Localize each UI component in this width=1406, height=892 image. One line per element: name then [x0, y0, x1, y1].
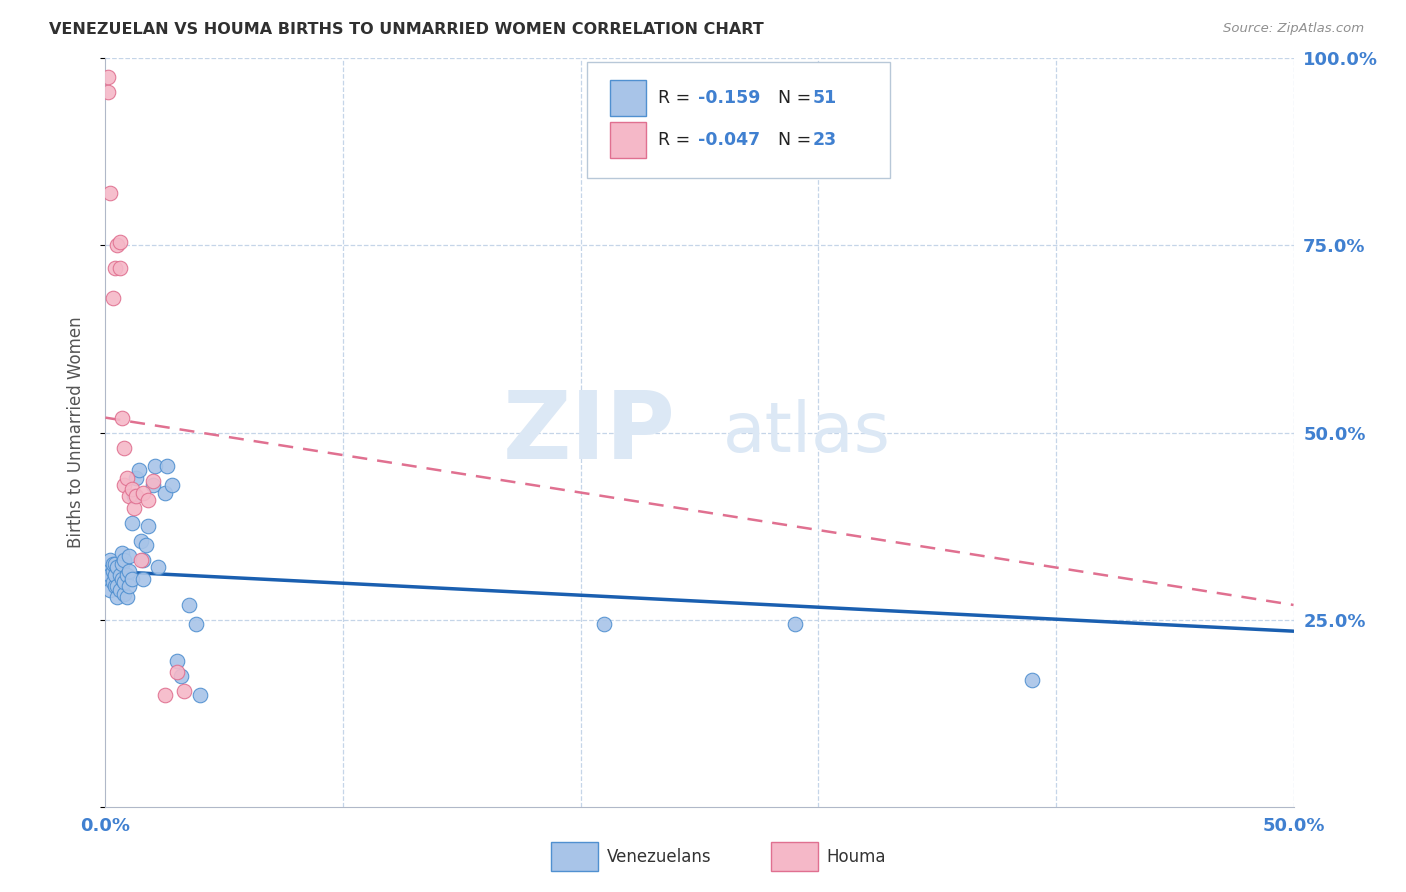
Point — [184, 616, 207, 631]
Point — [170, 669, 193, 683]
Text: 51: 51 — [813, 88, 837, 107]
Text: atlas: atlas — [723, 399, 891, 467]
Text: N =: N = — [768, 88, 817, 107]
Text: VENEZUELAN VS HOUMA BIRTHS TO UNMARRIED WOMEN CORRELATION CHART: VENEZUELAN VS HOUMA BIRTHS TO UNMARRIED … — [49, 22, 763, 37]
Point — [114, 553, 136, 567]
Point — [118, 579, 141, 593]
Text: ZIP: ZIP — [503, 386, 676, 479]
Point — [146, 560, 169, 574]
Point — [166, 665, 188, 680]
Point — [156, 459, 179, 474]
Point — [118, 549, 141, 564]
Point — [132, 572, 155, 586]
Text: -0.047: -0.047 — [699, 131, 761, 149]
Point — [108, 260, 131, 275]
Point — [190, 688, 212, 702]
Text: N =: N = — [768, 131, 817, 149]
Point — [104, 260, 127, 275]
Point — [111, 557, 134, 571]
Point — [101, 575, 124, 590]
Point — [121, 482, 143, 496]
Point — [142, 475, 165, 489]
FancyBboxPatch shape — [551, 842, 599, 871]
Point — [129, 534, 152, 549]
Point — [98, 568, 121, 582]
Point — [105, 560, 128, 574]
Point — [97, 572, 120, 586]
Point — [132, 553, 155, 567]
Point — [115, 470, 138, 484]
Point — [114, 478, 136, 492]
Point — [104, 579, 127, 593]
Point — [101, 564, 124, 578]
Point — [166, 654, 188, 668]
Point — [128, 463, 150, 477]
Text: R =: R = — [658, 88, 696, 107]
Point — [98, 186, 121, 200]
Point — [114, 441, 136, 455]
Point — [105, 591, 128, 605]
Point — [111, 545, 134, 559]
Point — [97, 560, 120, 574]
Point — [177, 598, 200, 612]
Point — [105, 579, 128, 593]
Text: Source: ZipAtlas.com: Source: ZipAtlas.com — [1223, 22, 1364, 36]
Point — [111, 410, 134, 425]
FancyBboxPatch shape — [610, 122, 645, 159]
Point — [97, 70, 120, 84]
Point — [153, 485, 176, 500]
Point — [129, 553, 152, 567]
Point — [114, 587, 136, 601]
Point — [104, 557, 127, 571]
Point — [108, 568, 131, 582]
FancyBboxPatch shape — [586, 62, 890, 178]
Point — [98, 553, 121, 567]
Point — [593, 616, 616, 631]
Point — [125, 470, 148, 484]
Point — [132, 485, 155, 500]
Point — [115, 591, 138, 605]
Point — [101, 557, 124, 571]
Point — [125, 489, 148, 503]
Point — [136, 519, 159, 533]
Point — [122, 500, 145, 515]
Point — [142, 478, 165, 492]
Point — [115, 568, 138, 582]
Point — [121, 516, 143, 530]
Point — [121, 572, 143, 586]
Point — [111, 572, 134, 586]
Point — [783, 616, 806, 631]
FancyBboxPatch shape — [610, 79, 645, 116]
Text: Houma: Houma — [827, 847, 886, 866]
Point — [135, 538, 157, 552]
Point — [122, 489, 145, 503]
Point — [104, 568, 127, 582]
Point — [160, 478, 183, 492]
Point — [1021, 673, 1043, 687]
Point — [114, 575, 136, 590]
Point — [173, 684, 195, 698]
Point — [118, 564, 141, 578]
Point — [108, 235, 131, 249]
Point — [153, 688, 176, 702]
Point — [136, 493, 159, 508]
Point — [101, 291, 124, 305]
Text: 23: 23 — [813, 131, 837, 149]
Y-axis label: Births to Unmarried Women: Births to Unmarried Women — [66, 317, 84, 549]
Point — [108, 582, 131, 597]
Text: R =: R = — [658, 131, 696, 149]
Text: Venezuelans: Venezuelans — [607, 847, 711, 866]
Point — [143, 459, 166, 474]
Point — [118, 489, 141, 503]
FancyBboxPatch shape — [770, 842, 818, 871]
Point — [98, 582, 121, 597]
Point — [105, 238, 128, 252]
Point — [97, 85, 120, 99]
Text: -0.159: -0.159 — [699, 88, 761, 107]
